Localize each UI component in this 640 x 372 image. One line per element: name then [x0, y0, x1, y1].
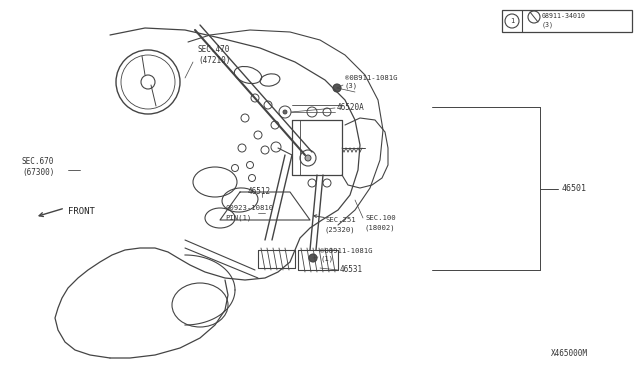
Text: 46512: 46512 [248, 187, 271, 196]
Text: (3): (3) [542, 22, 554, 28]
Text: 46531: 46531 [340, 266, 363, 275]
Text: FRONT: FRONT [68, 208, 95, 217]
Text: (47210): (47210) [198, 55, 230, 64]
Circle shape [305, 155, 311, 161]
Text: 1: 1 [510, 18, 514, 24]
Text: 46501: 46501 [562, 184, 587, 193]
Text: X465000M: X465000M [551, 349, 588, 358]
Bar [502, 10, 632, 32]
Text: 08911-34010: 08911-34010 [542, 13, 586, 19]
Circle shape [309, 254, 317, 262]
Text: ®08911-1081G
(1): ®08911-1081G (1) [320, 248, 372, 262]
Text: SEC.251: SEC.251 [325, 217, 356, 223]
Text: (18002): (18002) [365, 225, 396, 231]
Text: 00923-10810: 00923-10810 [225, 205, 273, 211]
Text: SEC.670: SEC.670 [22, 157, 54, 167]
Circle shape [333, 84, 341, 92]
Text: PIN(1): PIN(1) [225, 215, 252, 221]
Text: (67300): (67300) [22, 167, 54, 176]
Circle shape [283, 110, 287, 114]
Text: SEC.100: SEC.100 [365, 215, 396, 221]
Text: (25320): (25320) [325, 227, 356, 233]
Text: 46520A: 46520A [337, 103, 365, 112]
Text: ®0B911-1081G
(3): ®0B911-1081G (3) [345, 75, 397, 89]
Text: SEC.470: SEC.470 [198, 45, 230, 55]
